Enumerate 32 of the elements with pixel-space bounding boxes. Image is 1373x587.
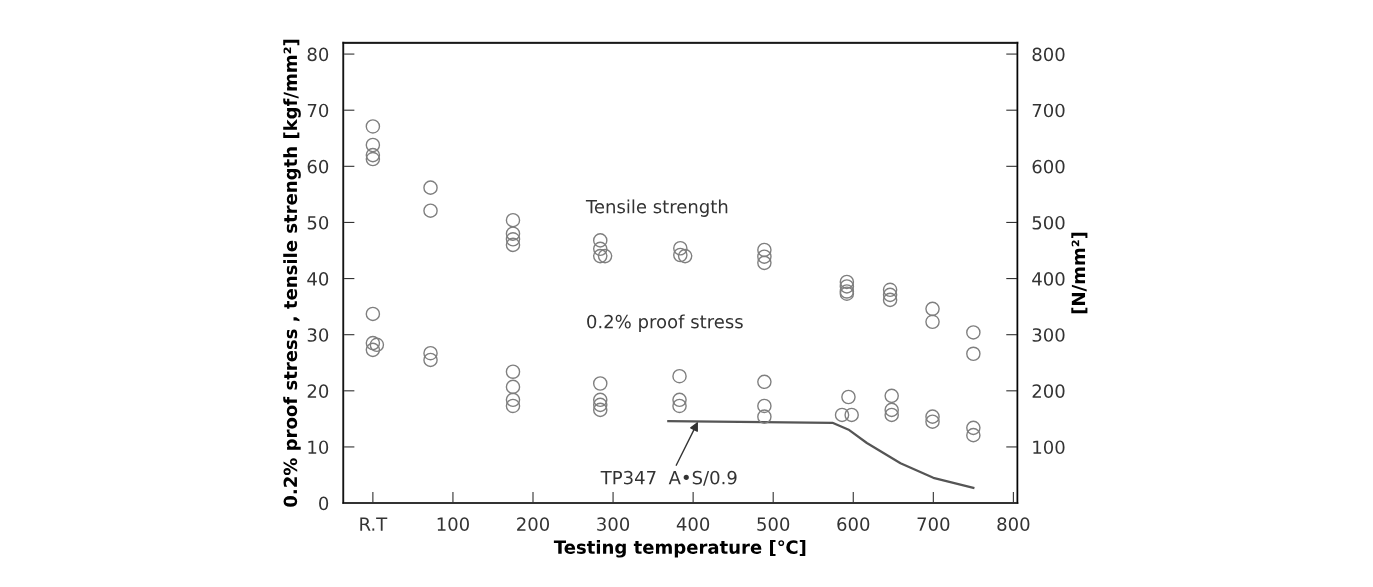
y-tick-label: 0 [319, 496, 329, 511]
x-axis-title: Testing temperature [℃] [553, 539, 806, 558]
y-tick-label: 20 [307, 384, 329, 398]
series-label: Tensile strength [585, 199, 728, 217]
x-tick-label: 700 [917, 517, 950, 531]
x-tick-label: 500 [757, 517, 790, 531]
y2-axis-title: [N/mm²] [1071, 232, 1088, 314]
annotation: TP347 A•S/0.9 [600, 470, 737, 486]
y2-tick-label: 300 [1032, 328, 1065, 342]
y-tick-label: 30 [307, 328, 329, 342]
y-tick-label: 80 [307, 47, 329, 62]
y2-tick-label: 600 [1032, 159, 1065, 174]
y2-tick-label: 200 [1032, 384, 1065, 398]
y-tick-label: 60 [307, 159, 329, 174]
y2-tick-label: 800 [1032, 47, 1065, 62]
x-tick-label: 400 [676, 517, 710, 531]
y2-tick-label: 400 [1032, 272, 1065, 286]
x-tick-label: 200 [517, 517, 550, 531]
x-tick-label: 800 [997, 517, 1030, 531]
y2-tick-label: 500 [1032, 215, 1065, 230]
y-tick-label: 50 [307, 215, 329, 230]
text: 0.2% proof stress [587, 314, 743, 332]
y-tick-label: 10 [308, 440, 329, 455]
y2-tick-label: 100 [1033, 440, 1065, 455]
x-tick-label: 100 [437, 517, 469, 531]
y-axis-title: 0.2% proof stress , tensile strength [kgf/mm²] [283, 39, 301, 507]
y-tick-label: 40 [307, 272, 329, 286]
x-tick-label: R.T [360, 517, 388, 531]
y-tick-label: 70 [307, 103, 329, 118]
x-tick-label: 600 [837, 517, 870, 531]
y2-tick-label: 700 [1032, 103, 1065, 118]
x-tick-label: 300 [597, 517, 630, 531]
